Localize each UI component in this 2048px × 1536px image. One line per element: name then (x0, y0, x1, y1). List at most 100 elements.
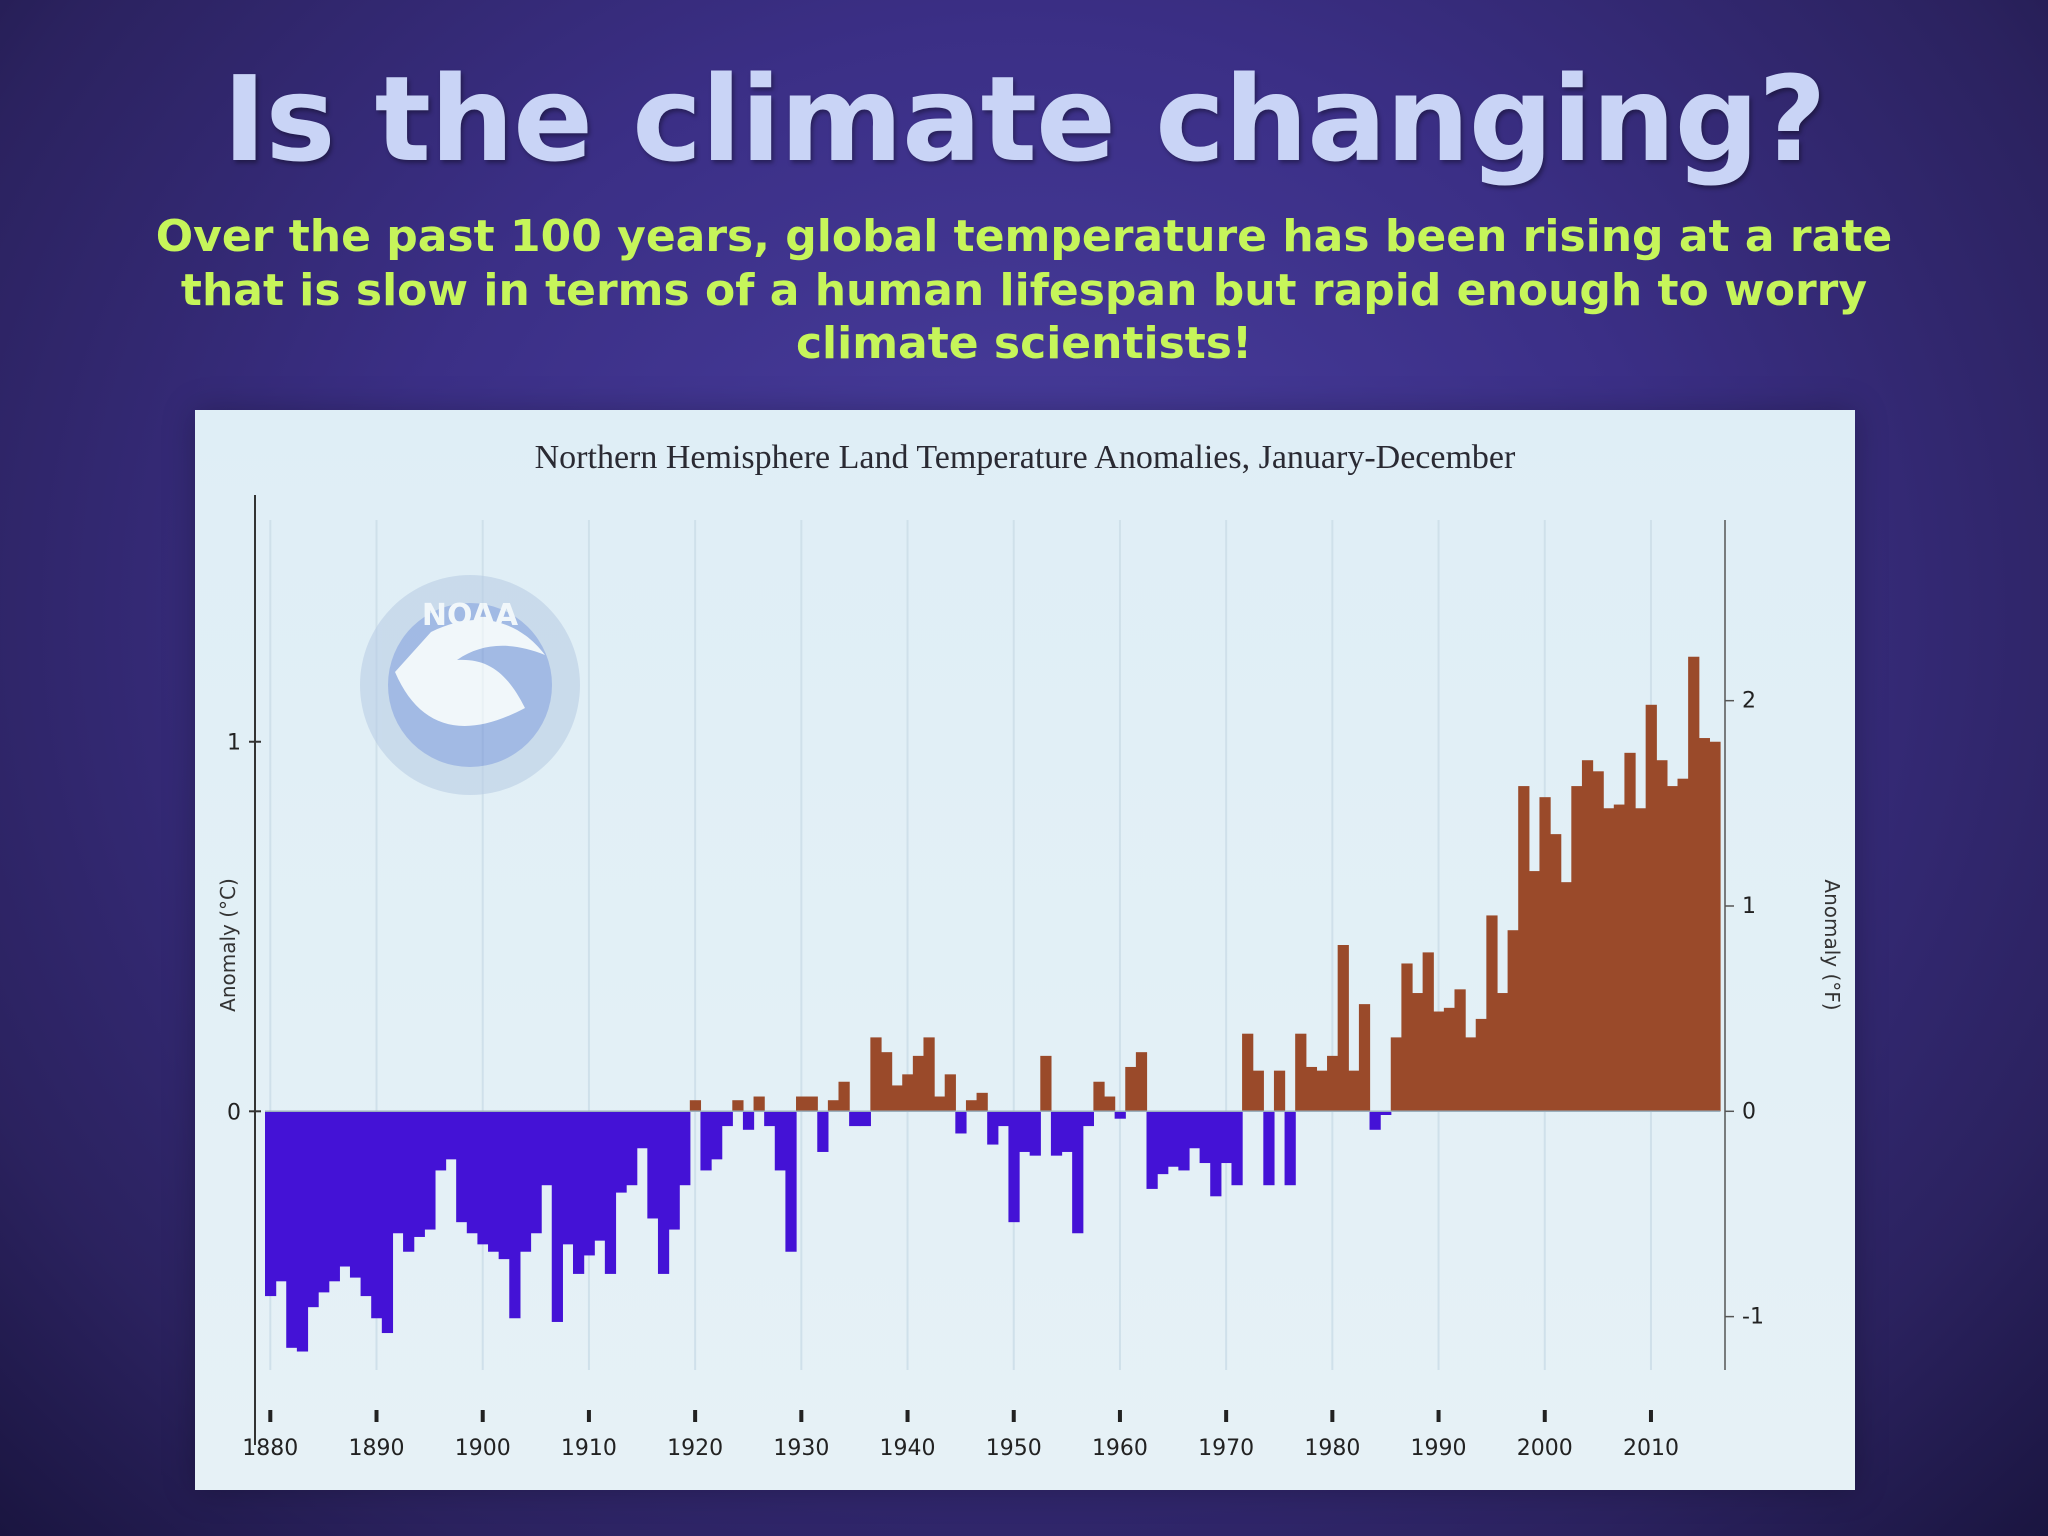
bar-2007 (1613, 804, 1626, 1112)
bar-1940 (902, 1074, 914, 1112)
bar-2014 (1688, 656, 1700, 1112)
x-tick-label: 2000 (1517, 1436, 1573, 1461)
x-tick-label: 1980 (1304, 1436, 1360, 1461)
bar-2001 (1550, 834, 1562, 1112)
bar-1890 (371, 1111, 383, 1319)
bar-1924 (732, 1100, 744, 1112)
bar-1932 (817, 1111, 829, 1152)
bar-1925 (742, 1111, 755, 1130)
bar-1894 (413, 1111, 425, 1237)
axes-layer: 0 1 -1 0 1 2 1880 1890 1900 1910 1920 1930 1940 1950 1… (216, 495, 1844, 1461)
bar-1947 (976, 1092, 988, 1112)
bar-1970 (1220, 1111, 1233, 1164)
bar-1892 (392, 1111, 404, 1234)
bar-1898 (456, 1111, 468, 1223)
bar-1955 (1061, 1111, 1073, 1152)
bar-1987 (1401, 963, 1413, 1112)
bar-1949 (997, 1111, 1010, 1127)
bar-2010 (1645, 704, 1657, 1112)
bar-1916 (647, 1111, 659, 1219)
bar-1896 (434, 1111, 447, 1171)
x-tick-label: 1970 (1198, 1436, 1254, 1461)
bar-1944 (944, 1074, 956, 1112)
bar-1934 (838, 1081, 850, 1112)
bar-1992 (1454, 989, 1466, 1112)
bar-1915 (636, 1111, 648, 1149)
bar-1931 (806, 1096, 818, 1112)
bar-1997 (1507, 930, 1519, 1112)
bar-1935 (849, 1111, 861, 1127)
bar-1989 (1422, 952, 1434, 1112)
bar-1936 (859, 1111, 871, 1127)
x-tick-label: 1950 (986, 1436, 1042, 1461)
x-tick-label: 1990 (1411, 1436, 1467, 1461)
bar-1901 (488, 1111, 500, 1252)
y-axis-label: Anomaly (°C) (216, 878, 240, 1012)
bar-1950 (1008, 1111, 1020, 1223)
bar-1968 (1199, 1111, 1211, 1164)
bar-1893 (403, 1111, 415, 1252)
bar-1999 (1528, 871, 1541, 1112)
bar-1927 (764, 1111, 776, 1127)
bar-1929 (785, 1111, 797, 1252)
bar-1921 (700, 1111, 712, 1171)
bar-2004 (1581, 760, 1594, 1112)
bar-1938 (880, 1052, 893, 1112)
bar-1895 (424, 1111, 436, 1230)
x-tick-label: 1890 (349, 1436, 405, 1461)
bar-1973 (1252, 1070, 1264, 1112)
bar-2015 (1698, 738, 1710, 1112)
x-tick-label: 1960 (1092, 1436, 1148, 1461)
bar-1910 (583, 1111, 595, 1256)
bar-1957 (1082, 1111, 1094, 1127)
bar-1885 (318, 1111, 330, 1293)
bar-1980 (1327, 1055, 1339, 1112)
bar-2008 (1624, 752, 1636, 1112)
bar-1905 (530, 1111, 542, 1234)
bar-2012 (1666, 786, 1679, 1112)
bar-1920 (689, 1100, 702, 1112)
bar-1908 (562, 1111, 574, 1245)
bar-1887 (339, 1111, 351, 1267)
bar-1964 (1157, 1111, 1169, 1175)
bar-1902 (498, 1111, 510, 1260)
y2-tick-label: 1 (1742, 894, 1756, 919)
bar-1965 (1167, 1111, 1179, 1167)
bar-1969 (1210, 1111, 1222, 1197)
bar-1963 (1146, 1111, 1158, 1189)
bar-1985 (1380, 1111, 1392, 1115)
bar-1899 (466, 1111, 479, 1234)
bar-1998 (1518, 786, 1530, 1112)
bar-1976 (1284, 1111, 1296, 1186)
bar-1904 (519, 1111, 532, 1252)
bar-1918 (668, 1111, 680, 1230)
bar-1972 (1242, 1033, 1254, 1112)
bar-1994 (1475, 1018, 1487, 1112)
bar-1888 (349, 1111, 362, 1278)
bar-1945 (955, 1111, 967, 1134)
bar-1953 (1040, 1055, 1052, 1112)
bar-1881 (275, 1111, 287, 1282)
bar-1933 (827, 1100, 840, 1112)
noaa-logo: NOAA (360, 575, 580, 795)
bar-1889 (360, 1111, 372, 1297)
bar-1984 (1369, 1111, 1381, 1130)
bar-1995 (1486, 915, 1498, 1112)
y2-tick-label: -1 (1742, 1305, 1764, 1330)
bar-2000 (1539, 797, 1551, 1112)
bar-1983 (1358, 1004, 1371, 1112)
bar-1958 (1093, 1081, 1105, 1112)
bar-1906 (541, 1111, 553, 1186)
bar-1948 (987, 1111, 999, 1145)
bar-1911 (594, 1111, 606, 1241)
bar-1978 (1305, 1066, 1318, 1112)
bar-1993 (1465, 1037, 1477, 1112)
bar-1991 (1443, 1007, 1456, 1112)
bar-1961 (1125, 1066, 1137, 1112)
y-tick-label: 0 (227, 1100, 241, 1125)
bar-1917 (657, 1111, 670, 1274)
bar-1937 (870, 1037, 882, 1112)
bar-1996 (1496, 993, 1509, 1112)
bar-1990 (1433, 1011, 1445, 1112)
bar-1954 (1050, 1111, 1063, 1156)
